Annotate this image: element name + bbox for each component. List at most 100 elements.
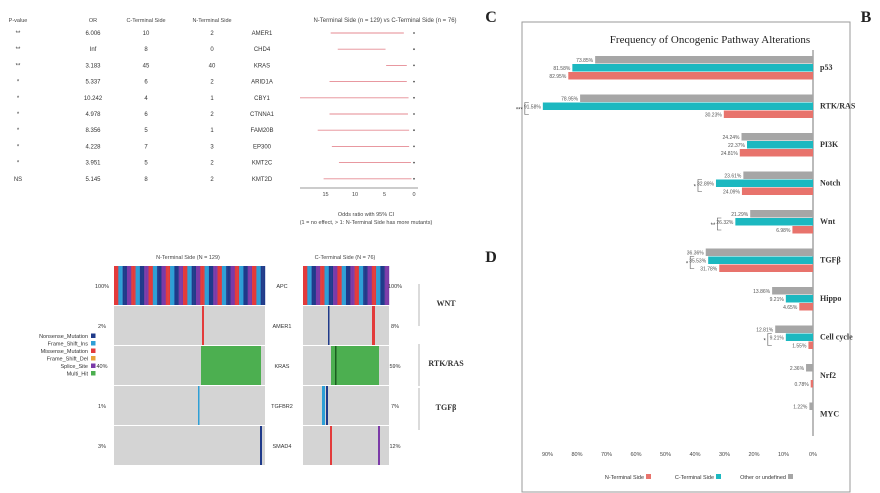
right-apc-stripe [180,266,182,305]
left-apc-stripe [310,266,312,305]
right-apc-stripe [206,266,208,305]
right-apc-stripe [263,266,266,305]
left-apc-stripe [343,266,345,305]
right-apc-stripe [253,266,256,305]
row-pvalue: ** [16,31,21,37]
right-smad4-mark [260,426,262,465]
bar-0-1 [580,94,813,102]
c-percent: 7% [391,404,399,410]
gene-label: APC [276,284,287,290]
right-apc-stripe [227,266,230,305]
right-apc-stripe [231,266,234,305]
right-row-bg [114,426,265,465]
right-apc-stripe [213,266,215,305]
panel-letter-b: B [861,9,872,26]
left-apc-stripe [356,266,358,305]
bar-value-label: 6.98% [776,228,791,234]
right-apc-stripe [243,266,246,305]
left-apc-stripe [340,266,342,305]
xtick-label: 40% [689,452,700,458]
row-or: 3.183 [85,63,101,69]
xtick-label: 0 [412,192,415,198]
xtick-label: 15 [322,192,328,198]
right-apc-stripe [132,266,135,305]
bar-value-label: 4.65% [783,305,798,311]
left-apc-stripe [330,266,332,305]
row-cterm: 10 [143,31,150,37]
right-apc-stripe [175,266,178,305]
right-apc-stripe [194,266,197,305]
gene-label: SMAD4 [273,444,292,450]
legend-label: Other or undefined [740,475,786,481]
left-apc-stripe [354,266,357,305]
row-cterm: 4 [144,96,148,102]
bar-value-label: 22.37% [728,143,746,149]
right-apc-stripe [157,266,159,305]
left-apc-stripe [373,266,375,305]
right-apc-stripe [204,266,207,305]
right-apc-stripe [172,266,175,305]
right-apc-stripe [256,266,259,305]
bar-1-7 [785,333,813,341]
chart-b-title: Frequency of Oncogenic Pathway Alteratio… [610,34,810,46]
row-pvalue: * [17,161,20,167]
significance-label: *** [516,108,524,114]
row-nterm: 40 [209,63,216,69]
right-apc-stripe [240,266,243,305]
row-or: Inf [90,47,97,53]
xtick-label: 20% [748,452,759,458]
chart-d-text: 100% APC 100% 8% AMER1 2% 59% KRAS 40% 7% TGFBR2 1%… [95,284,464,450]
panel-letter-c: C [485,9,497,26]
bar-2-2 [739,149,813,157]
chart-b-bars: 73.85% 81.58% 82.95% 78.95% 91.58% 30.23% 24.2… [524,56,814,426]
bar-2-6 [799,303,813,311]
right-apc-stripe [145,266,148,305]
row-nterm: 1 [210,128,214,134]
right-apc-stripe [161,266,164,305]
chart-c-col-cterm: C-Terminal Side [126,18,165,24]
right-apc-stripe [160,266,162,305]
right-apc-stripe [168,266,171,305]
right-apc-stripe [115,266,118,305]
left-apc-stripe [348,266,351,305]
bar-0-7 [775,325,813,333]
pathway-label: WNT [436,299,456,308]
left-smad4-mark [330,426,332,465]
row-point [413,80,415,83]
n-percent: 3% [98,444,106,450]
legend-swatch [716,474,721,479]
row-nterm: 0 [210,47,214,53]
right-apc-stripe [177,266,179,305]
right-apc-stripe [171,266,174,305]
row-cterm: 45 [143,63,150,69]
bar-2-4 [792,226,813,234]
row-pvalue: * [17,96,20,102]
panel-d: C-Terminal Side (N = 76) N-Terminal Side… [39,255,464,465]
right-apc-stripe [259,266,261,305]
right-apc-stripe [187,266,189,305]
left-apc-stripe [334,266,337,305]
right-apc-stripe [178,266,181,305]
row-gene: KMT2D [252,177,273,183]
significance-label: * [763,339,766,345]
right-apc-stripe [124,266,126,305]
bar-0-9 [809,402,813,410]
left-apc-stripe [383,266,385,305]
left-apc-stripe [304,266,307,305]
right-apc-stripe [154,266,156,305]
chart-c-rows: ** 6.006 10 2 AMER1** Inf 8 0 CHD4** 3.183 45 40 KRA… [14,31,415,183]
significance-bracket [524,102,529,115]
xtick-label: 10% [778,452,789,458]
left-apc-stripe [317,266,319,305]
bar-value-label: 9.21% [770,336,785,342]
bar-value-label: 31.78% [700,267,718,273]
row-or: 4.228 [85,144,101,150]
bar-value-label: 24.09% [723,190,741,196]
n-percent: 2% [98,324,106,330]
legend-swatch [91,341,96,346]
row-pvalue: ** [16,47,21,53]
chart-c-xticks: 0 5 10 15 [322,192,415,198]
row-gene: AMER1 [252,31,273,37]
legend-swatch [91,333,96,338]
right-apc-stripe [141,266,143,305]
